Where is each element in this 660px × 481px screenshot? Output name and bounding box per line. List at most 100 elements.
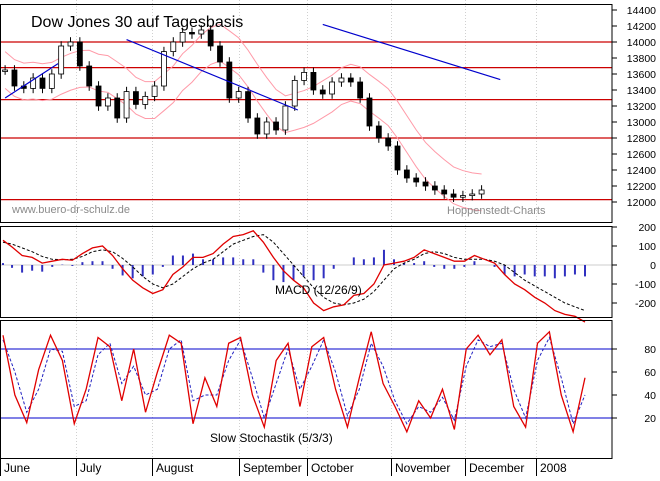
price-tick-label: 13200 xyxy=(627,101,656,113)
stochastic-k-line xyxy=(2,330,586,435)
month-label: June xyxy=(4,461,30,475)
candle-body xyxy=(254,117,261,135)
lower-band-line xyxy=(4,60,482,212)
candle-body xyxy=(394,145,401,171)
candle-body xyxy=(123,91,130,119)
candle-body xyxy=(58,45,65,75)
price-tick-label: 13800 xyxy=(627,53,656,65)
candle-body xyxy=(357,81,364,99)
candle-body xyxy=(48,73,55,89)
candle-body xyxy=(478,189,485,195)
macd-tick-label: -100 xyxy=(635,279,656,291)
grid-layer xyxy=(76,0,537,476)
macd-line xyxy=(2,230,586,323)
candle-body xyxy=(385,137,392,147)
macd-tick-label: 0 xyxy=(650,260,656,272)
candle-body xyxy=(235,91,242,99)
candle-body xyxy=(226,61,233,99)
macd-panel-frame xyxy=(0,226,613,318)
candle-body xyxy=(198,29,205,35)
stochastic-panel xyxy=(0,330,612,435)
price-panel-frame xyxy=(0,4,613,223)
stochastic-label: Slow Stochastik (5/3/3) xyxy=(210,431,333,445)
candle-body xyxy=(11,69,18,87)
price-tick-label: 12600 xyxy=(627,149,656,161)
price-tick-label: 13400 xyxy=(627,85,656,97)
macd-tick-label: 100 xyxy=(638,241,656,253)
watermark-right: Hoppenstedt-Charts xyxy=(447,205,546,217)
macd-signal-line xyxy=(2,234,586,312)
macd-tick-label: -200 xyxy=(635,298,656,310)
stochastic-tick-label: 60 xyxy=(644,367,656,379)
candle-body xyxy=(217,45,223,63)
candle-body xyxy=(441,189,448,195)
price-panel xyxy=(0,23,612,212)
price-tick-label: 12200 xyxy=(627,181,656,193)
candle-body xyxy=(366,97,373,127)
candle-body xyxy=(170,41,177,52)
price-tick-label: 14000 xyxy=(627,37,656,49)
candle-body xyxy=(460,195,466,198)
candle-body xyxy=(431,185,438,191)
stochastic-tick-label: 40 xyxy=(644,390,656,402)
candle-body xyxy=(245,91,251,119)
price-tick-label: 12800 xyxy=(627,133,656,145)
candle-body xyxy=(142,96,149,105)
candle-body xyxy=(263,121,270,135)
candle-body xyxy=(375,125,382,139)
macd-panel xyxy=(0,230,612,323)
candle-body xyxy=(39,77,46,89)
candle-body xyxy=(189,32,195,35)
candle-body xyxy=(338,77,345,83)
price-tick-label: 12000 xyxy=(627,197,656,209)
candle-body xyxy=(179,32,186,43)
candle-body xyxy=(403,169,410,179)
upper-band-line xyxy=(4,23,482,175)
month-label: September xyxy=(243,461,302,475)
candle-body xyxy=(67,41,74,47)
watermark-left: www.buero-dr-schulz.de xyxy=(11,204,130,216)
macd-label: MACD (12/26/9) xyxy=(275,283,362,297)
month-label: December xyxy=(469,461,524,475)
candle-body xyxy=(104,97,111,107)
trendline xyxy=(126,39,299,111)
candle-body xyxy=(347,77,354,83)
stochastic-tick-label: 20 xyxy=(644,413,656,425)
candle-body xyxy=(413,177,420,183)
price-tick-label: 13600 xyxy=(627,69,656,81)
candle-body xyxy=(319,89,326,95)
month-label: 2008 xyxy=(540,461,567,475)
trendline xyxy=(4,63,59,99)
month-label: November xyxy=(395,461,450,475)
candle-body xyxy=(161,51,167,87)
candle-body xyxy=(86,65,93,87)
price-tick-label: 12400 xyxy=(627,165,656,177)
candle-body xyxy=(95,85,102,107)
price-tick-label: 13000 xyxy=(627,117,656,129)
stochastic-d-line xyxy=(2,336,586,426)
candle-body xyxy=(310,72,317,91)
month-label: July xyxy=(80,461,101,475)
candle-body xyxy=(30,77,37,89)
candle-body xyxy=(76,41,83,67)
candle-body xyxy=(2,69,9,72)
price-tick-label: 14200 xyxy=(627,21,656,33)
candle-body xyxy=(301,72,307,81)
candle-body xyxy=(282,105,289,131)
candle-body xyxy=(114,97,121,119)
candle-body xyxy=(291,80,298,107)
candle-body xyxy=(450,193,457,198)
axes-layer: 12000 12200 12400 12600 12800 13000 13200 13400… xyxy=(0,4,656,476)
candle-body xyxy=(329,81,336,95)
candle-body xyxy=(133,91,139,105)
month-label: October xyxy=(311,461,354,475)
price-tick-label: 14400 xyxy=(627,5,656,17)
macd-tick-label: 200 xyxy=(638,222,656,234)
candle-body xyxy=(273,121,279,131)
candle-body xyxy=(151,85,158,97)
candle-body xyxy=(422,181,429,187)
chart-title: Dow Jones 30 auf Tagesbasis xyxy=(31,14,243,31)
candle-body xyxy=(469,193,476,196)
